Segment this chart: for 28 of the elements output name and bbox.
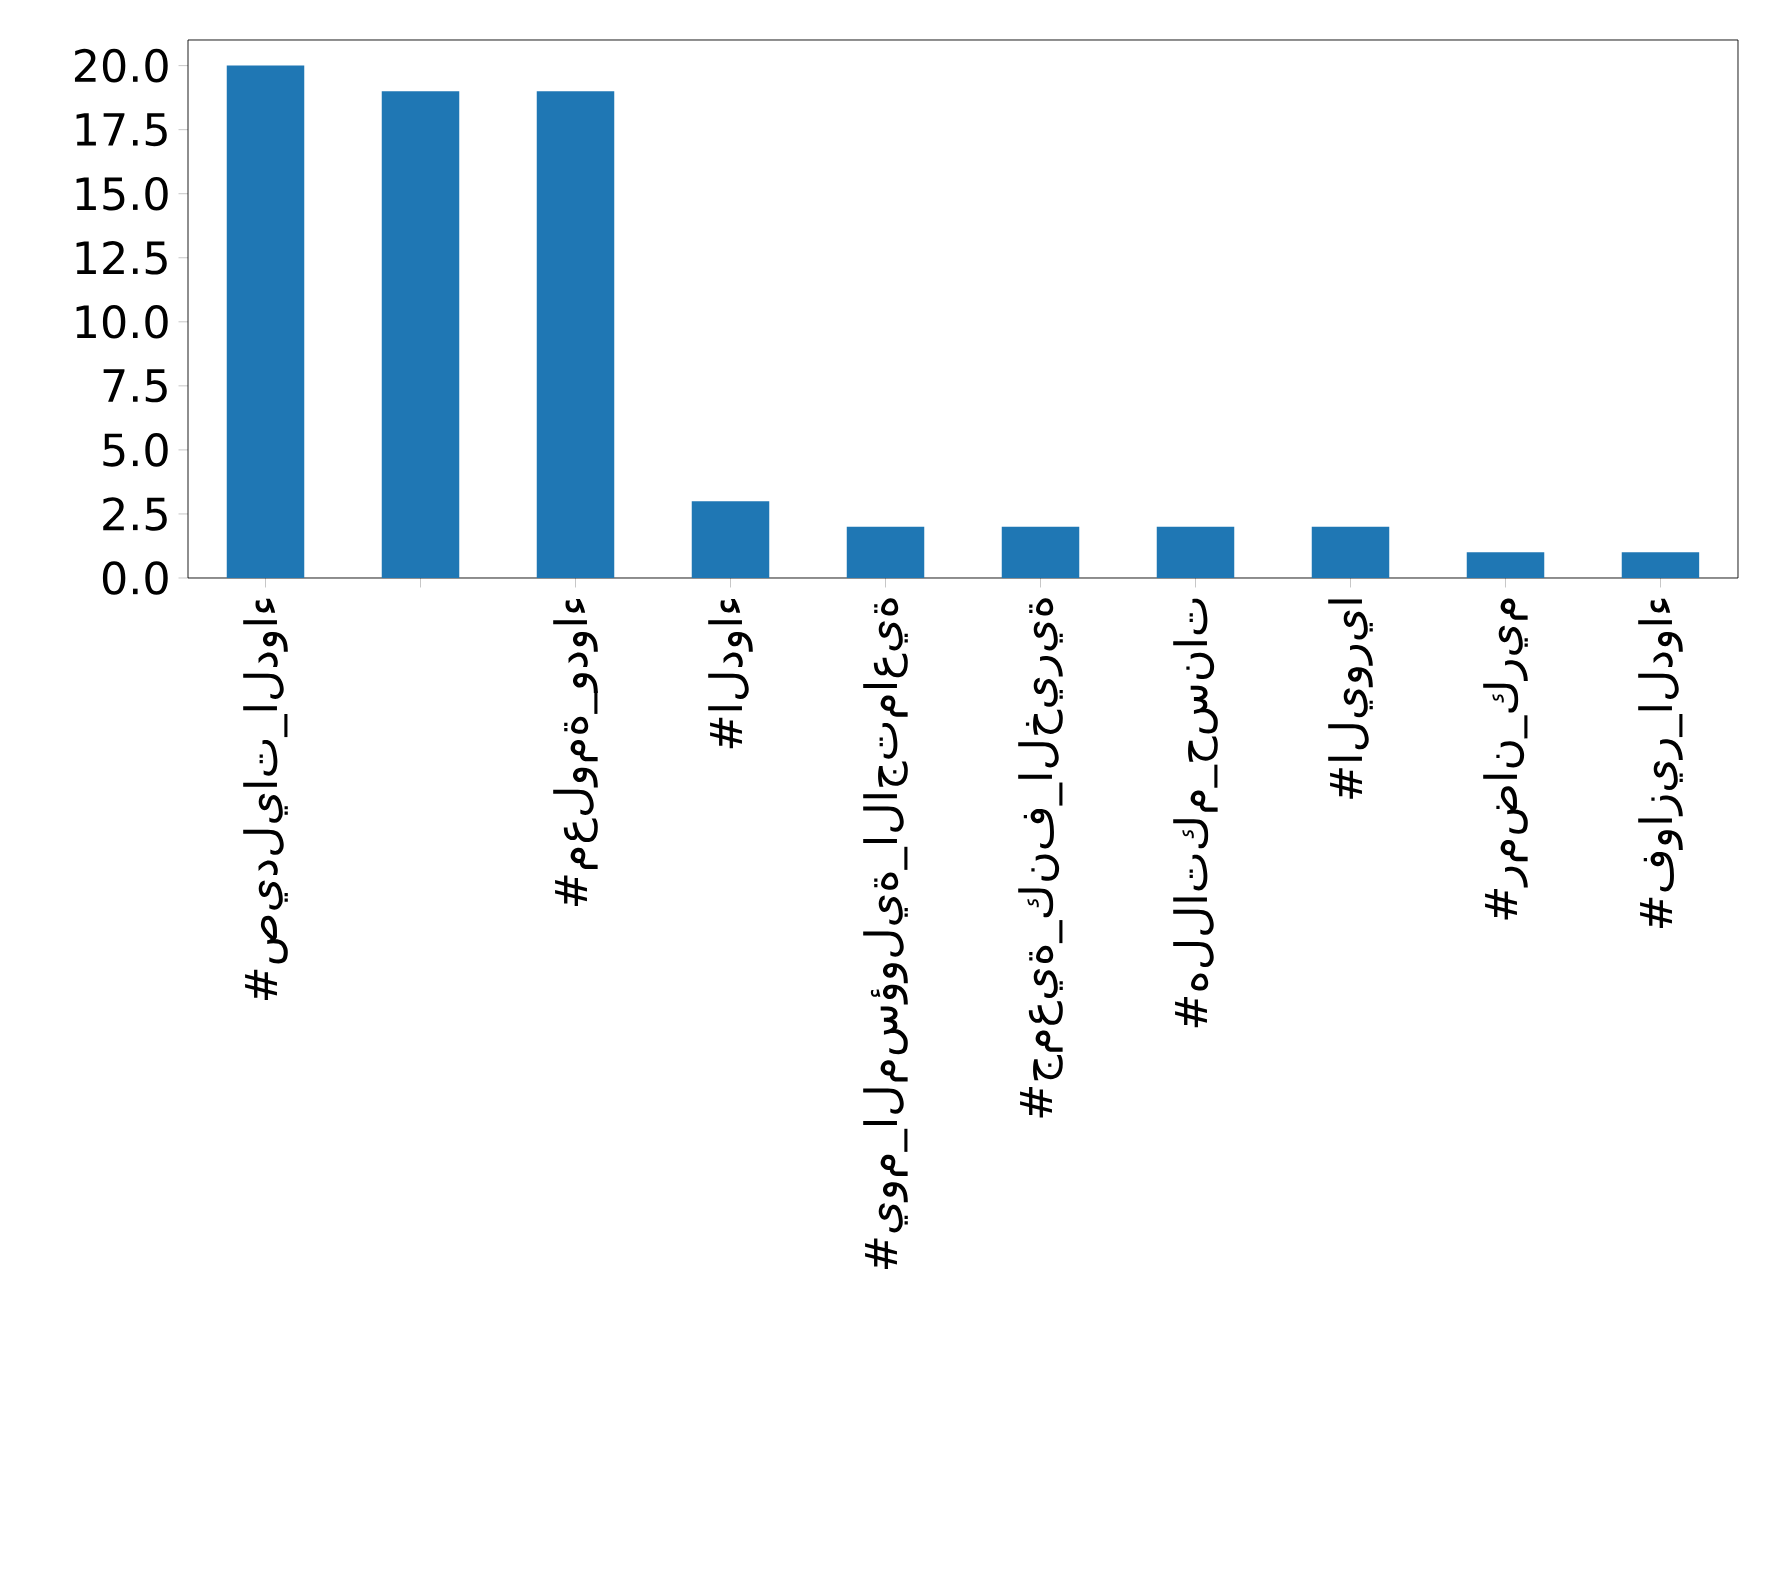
x-tick-label: #جمعية_كنف_الخيرية xyxy=(1018,598,1063,1118)
y-tick-label: 0.0 xyxy=(102,561,168,595)
x-tick-label: #هللاتكم_حسنات xyxy=(1173,598,1218,1028)
x-tick-label: #يوم_المسؤولية_الاجتماعية xyxy=(863,598,908,1270)
bar xyxy=(1001,526,1080,578)
bar xyxy=(846,526,925,578)
x-tick-label: #رمضان_كريم xyxy=(1483,598,1528,920)
x-tick-label: #فوازير_الدواء xyxy=(1638,598,1683,929)
x-tick-label: #اليوريا xyxy=(1328,599,1373,799)
bar xyxy=(1466,552,1545,578)
bar xyxy=(536,91,615,578)
bar xyxy=(1621,552,1700,578)
y-tick-label: 20.0 xyxy=(74,48,168,83)
bar xyxy=(226,65,305,578)
y-tick-label: 17.5 xyxy=(76,113,167,147)
x-tick-label: #صيدليات_الدواء xyxy=(243,598,288,1001)
y-tick-label: 2.5 xyxy=(103,497,167,531)
y-tick-label: 15.0 xyxy=(76,176,168,211)
bar xyxy=(381,91,460,578)
y-tick-label: 5.0 xyxy=(103,433,168,467)
bar xyxy=(1156,526,1235,578)
bar xyxy=(1311,526,1390,578)
bar xyxy=(691,501,770,578)
x-tick-label: #الدواء xyxy=(708,598,753,749)
x-tick-label: #معلومة_ودواء xyxy=(553,598,598,906)
y-tick-label: 12.5 xyxy=(76,240,167,275)
y-tick-label: 10.0 xyxy=(76,305,168,339)
y-tick-label: 7.5 xyxy=(103,369,167,403)
